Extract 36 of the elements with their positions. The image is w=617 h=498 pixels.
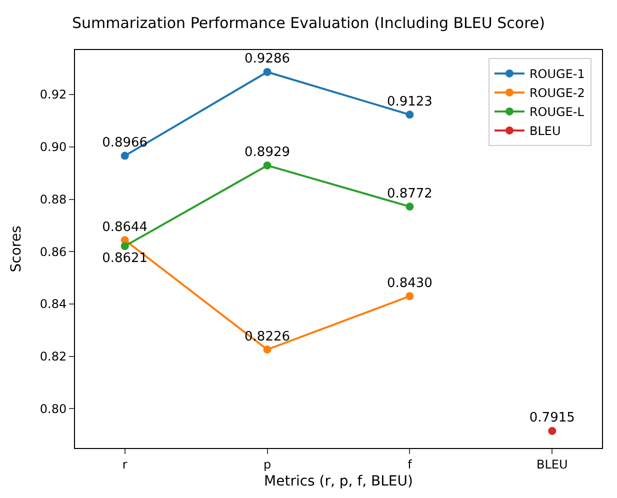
y-tick-label: 0.86 — [40, 244, 67, 259]
y-tick-label: 0.88 — [40, 192, 67, 206]
legend-label: ROUGE-2 — [529, 86, 585, 100]
point — [548, 426, 556, 435]
y-axis-title: Scores — [8, 226, 24, 272]
point — [406, 202, 414, 211]
legend-label: BLEU — [529, 124, 561, 138]
x-tick-label: r — [122, 457, 128, 472]
x-tick-label: p — [263, 457, 272, 472]
point — [406, 292, 414, 300]
x-tick-label: BLEU — [536, 457, 568, 472]
point — [263, 68, 272, 76]
data-label: 0.8772 — [386, 186, 432, 202]
y-tick-label: 0.84 — [40, 297, 67, 312]
point — [406, 110, 414, 119]
data-label: 0.8929 — [244, 145, 290, 160]
legend-label: ROUGE-1 — [529, 67, 585, 82]
point — [263, 161, 272, 170]
data-label: 0.8966 — [102, 136, 148, 151]
data-label: 0.9123 — [386, 94, 432, 110]
chart-title: Summarization Performance Evaluation (Including BLEU Score) — [72, 14, 546, 32]
point — [120, 242, 129, 250]
x-axis-title: Metrics (r, p, f, BLEU) — [264, 474, 413, 490]
y-tick-label: 0.92 — [40, 88, 67, 102]
data-label: 0.8430 — [386, 276, 432, 291]
y-tick-label: 0.90 — [40, 140, 67, 154]
data-label: 0.7915 — [529, 410, 575, 426]
data-label: 0.8644 — [102, 220, 148, 235]
y-tick-label: 0.82 — [40, 350, 67, 364]
point — [120, 152, 129, 160]
data-label: 0.9286 — [244, 52, 290, 67]
x-tick-label: f — [408, 457, 413, 472]
data-label: 0.8621 — [102, 250, 148, 266]
y-tick-label: 0.80 — [40, 402, 67, 416]
legend-label: ROUGE-L — [529, 105, 584, 120]
point — [263, 346, 272, 354]
